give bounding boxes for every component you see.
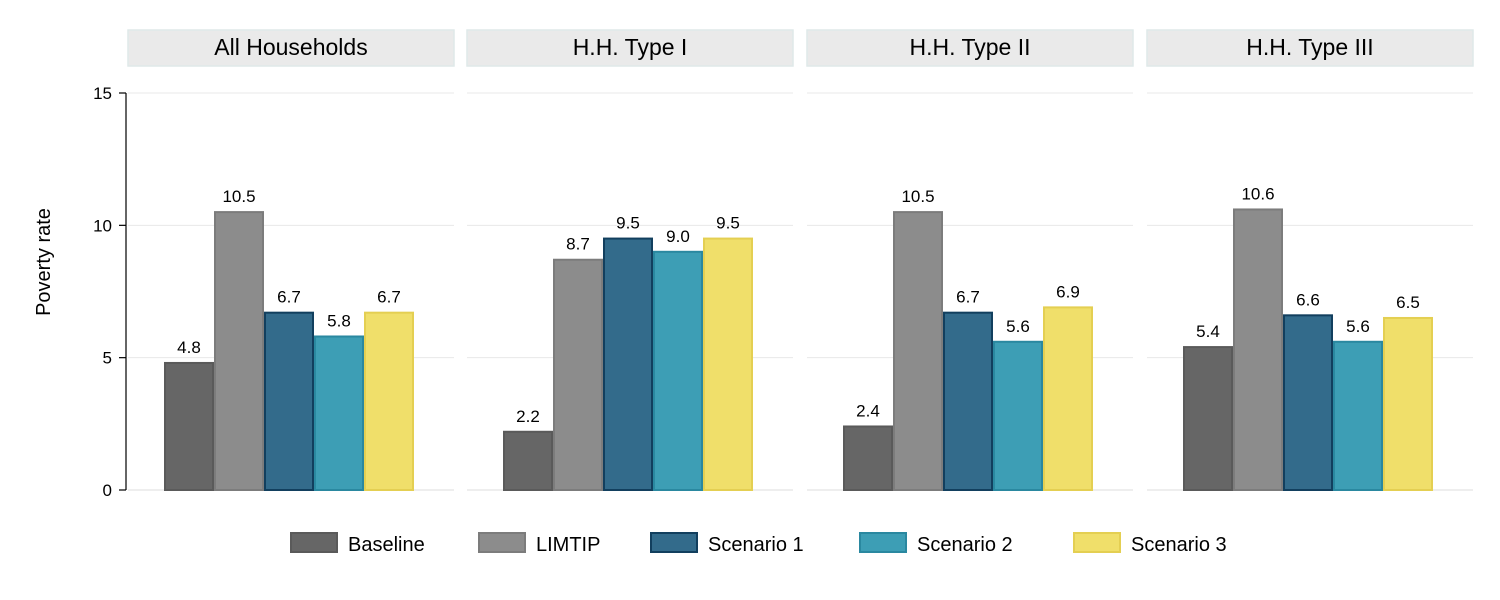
bar-value-label: 9.0 — [666, 227, 690, 246]
legend-swatch — [859, 532, 907, 553]
bar-value-label: 8.7 — [566, 235, 590, 254]
y-tick-label: 15 — [93, 84, 112, 103]
bar-scenario-3 — [1043, 306, 1093, 491]
panel-header — [466, 29, 794, 67]
bar-scenario-2 — [993, 340, 1043, 491]
bar-value-label: 10.6 — [1241, 184, 1274, 203]
legend-item-scenario-1: Scenario 1 — [650, 532, 804, 556]
legend-swatch — [1073, 532, 1121, 553]
panel-header — [127, 29, 455, 67]
y-axis: 0 5 10 15 — [93, 84, 127, 500]
bar-value-label: 2.4 — [856, 401, 880, 420]
bar-scenario-1 — [1283, 314, 1333, 491]
bar-scenario-3 — [364, 311, 414, 491]
bar-value-label: 9.5 — [616, 214, 640, 233]
panel-4: H.H. Type III 5.4 10.6 6.6 5.6 6.5 — [1146, 29, 1474, 492]
bar-limtip — [553, 258, 603, 491]
legend: Baseline LIMTIP Scenario 1 Scenario 2 Scenar… — [290, 532, 1227, 556]
panel-2: H.H. Type I 2.2 8.7 9.5 9.0 9.5 — [466, 29, 794, 492]
y-tick-label: 5 — [103, 349, 112, 368]
panel-header — [806, 29, 1134, 67]
bar-scenario-1 — [603, 237, 653, 491]
bar-scenario-2 — [1333, 340, 1383, 491]
legend-label: Scenario 1 — [708, 534, 804, 556]
bar-value-label: 10.5 — [222, 187, 255, 206]
legend-label: Scenario 3 — [1131, 534, 1227, 556]
bar-scenario-1 — [943, 311, 993, 491]
legend-item-scenario-2: Scenario 2 — [859, 532, 1013, 556]
panel-title: All Households — [214, 34, 367, 60]
legend-swatch — [650, 532, 698, 553]
bar-value-label: 6.6 — [1296, 290, 1320, 309]
bar-value-label: 10.5 — [901, 187, 934, 206]
bar-baseline — [843, 425, 893, 492]
bar-value-label: 5.6 — [1006, 317, 1030, 336]
y-tick-label: 10 — [93, 216, 112, 235]
panel-title: H.H. Type II — [909, 34, 1030, 60]
bar-value-label: 9.5 — [716, 214, 740, 233]
panel-header — [1146, 29, 1474, 67]
bar-limtip — [214, 211, 264, 491]
bar-value-label: 6.7 — [377, 288, 401, 307]
legend-label: Baseline — [348, 534, 425, 556]
bar-value-label: 6.5 — [1396, 293, 1420, 312]
y-tick-label: 0 — [103, 481, 112, 500]
legend-label: LIMTIP — [536, 534, 600, 556]
legend-swatch — [290, 532, 338, 553]
bar-limtip — [893, 211, 943, 491]
bar-value-label: 6.7 — [277, 288, 301, 307]
bar-value-label: 5.4 — [1196, 322, 1220, 341]
panel-1: All Households 4.8 10.5 6.7 5.8 6.7 — [127, 29, 455, 492]
bar-value-label: 6.9 — [1056, 282, 1080, 301]
panel-title: H.H. Type III — [1246, 34, 1373, 60]
y-axis-label: Poverty rate — [33, 208, 55, 316]
legend-item-scenario-3: Scenario 3 — [1073, 532, 1227, 556]
bar-value-label: 6.7 — [956, 288, 980, 307]
panel-3: H.H. Type II 2.4 10.5 6.7 5.6 6.9 — [806, 29, 1134, 492]
legend-label: Scenario 2 — [917, 534, 1013, 556]
legend-item-baseline: Baseline — [290, 532, 425, 556]
bar-value-label: 4.8 — [177, 338, 201, 357]
bar-scenario-2 — [653, 250, 703, 491]
bar-baseline — [1183, 346, 1233, 491]
bar-value-label: 5.8 — [327, 311, 351, 330]
bar-scenario-3 — [1383, 316, 1433, 492]
bar-value-label: 2.2 — [516, 407, 540, 426]
bar-baseline — [503, 430, 553, 492]
panel-title: H.H. Type I — [573, 34, 688, 60]
bar-scenario-2 — [314, 335, 364, 492]
legend-item-limtip: LIMTIP — [478, 532, 600, 556]
bar-baseline — [164, 361, 214, 491]
bar-scenario-3 — [703, 237, 753, 491]
legend-swatch — [478, 532, 526, 553]
bar-value-label: 5.6 — [1346, 317, 1370, 336]
bar-limtip — [1233, 208, 1283, 491]
bar-scenario-1 — [264, 311, 314, 491]
